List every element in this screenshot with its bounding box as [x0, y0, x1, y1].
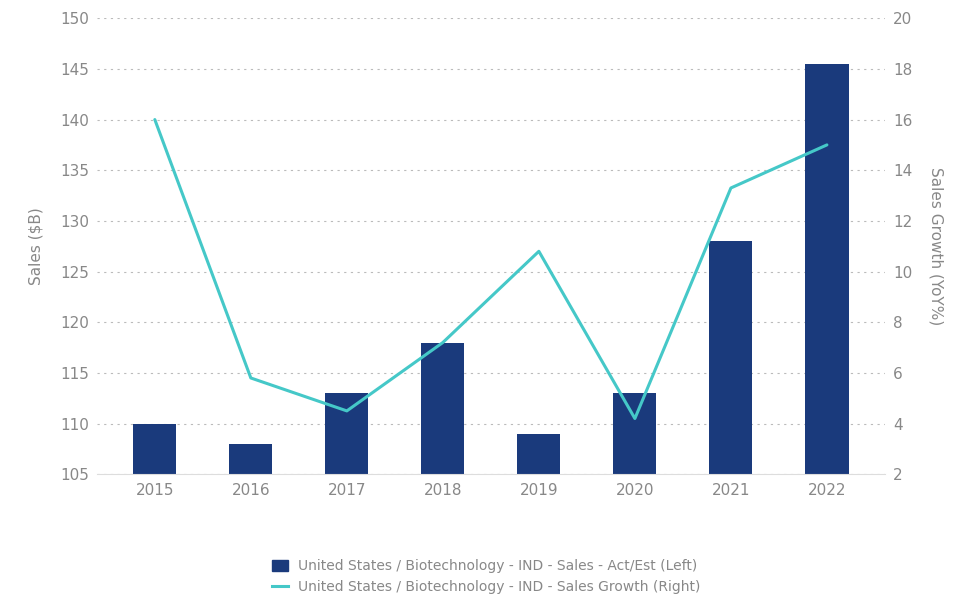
- Bar: [806, 64, 849, 608]
- Bar: [613, 393, 656, 608]
- Bar: [517, 434, 561, 608]
- Y-axis label: Sales Growth (YoY%): Sales Growth (YoY%): [929, 167, 944, 325]
- Line: United States / Biotechnology - IND - Sales Growth (Right): United States / Biotechnology - IND - Sa…: [155, 120, 827, 418]
- United States / Biotechnology - IND - Sales Growth (Right): [725, 184, 737, 192]
- Bar: [133, 424, 176, 608]
- Bar: [421, 342, 465, 608]
- Bar: [229, 444, 272, 608]
- Bar: [710, 241, 752, 608]
- United States / Biotechnology - IND - Sales Growth (Right): [629, 415, 641, 422]
- Legend: United States / Biotechnology - IND - Sales - Act/Est (Left), United States / Bi: United States / Biotechnology - IND - Sa…: [264, 552, 708, 601]
- United States / Biotechnology - IND - Sales Growth (Right): [437, 339, 449, 346]
- Y-axis label: Sales ($B): Sales ($B): [28, 207, 43, 285]
- United States / Biotechnology - IND - Sales Growth (Right): [821, 141, 833, 148]
- United States / Biotechnology - IND - Sales Growth (Right): [533, 247, 544, 255]
- United States / Biotechnology - IND - Sales Growth (Right): [245, 375, 257, 382]
- United States / Biotechnology - IND - Sales Growth (Right): [149, 116, 160, 123]
- Bar: [326, 393, 368, 608]
- United States / Biotechnology - IND - Sales Growth (Right): [341, 407, 353, 415]
